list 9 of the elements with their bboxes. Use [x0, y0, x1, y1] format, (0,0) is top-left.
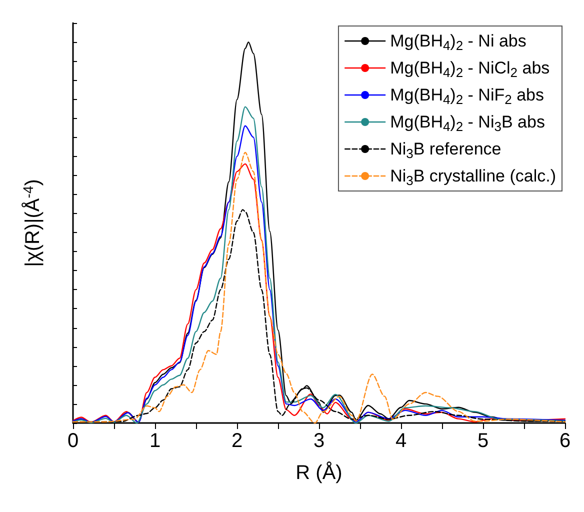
x-tick-label: 3 — [313, 430, 325, 452]
x-tick-label: 4 — [395, 430, 407, 452]
x-tick-label: 5 — [477, 430, 489, 452]
y-axis-title: |χ(R)|(Å-4) — [20, 179, 44, 267]
x-axis-title: R (Å) — [296, 461, 342, 484]
x-tick-label: 2 — [231, 430, 243, 452]
x-tick-label: 0 — [67, 430, 79, 452]
x-tick-label: 1 — [149, 430, 161, 452]
x-tick-label: 6 — [559, 430, 571, 452]
